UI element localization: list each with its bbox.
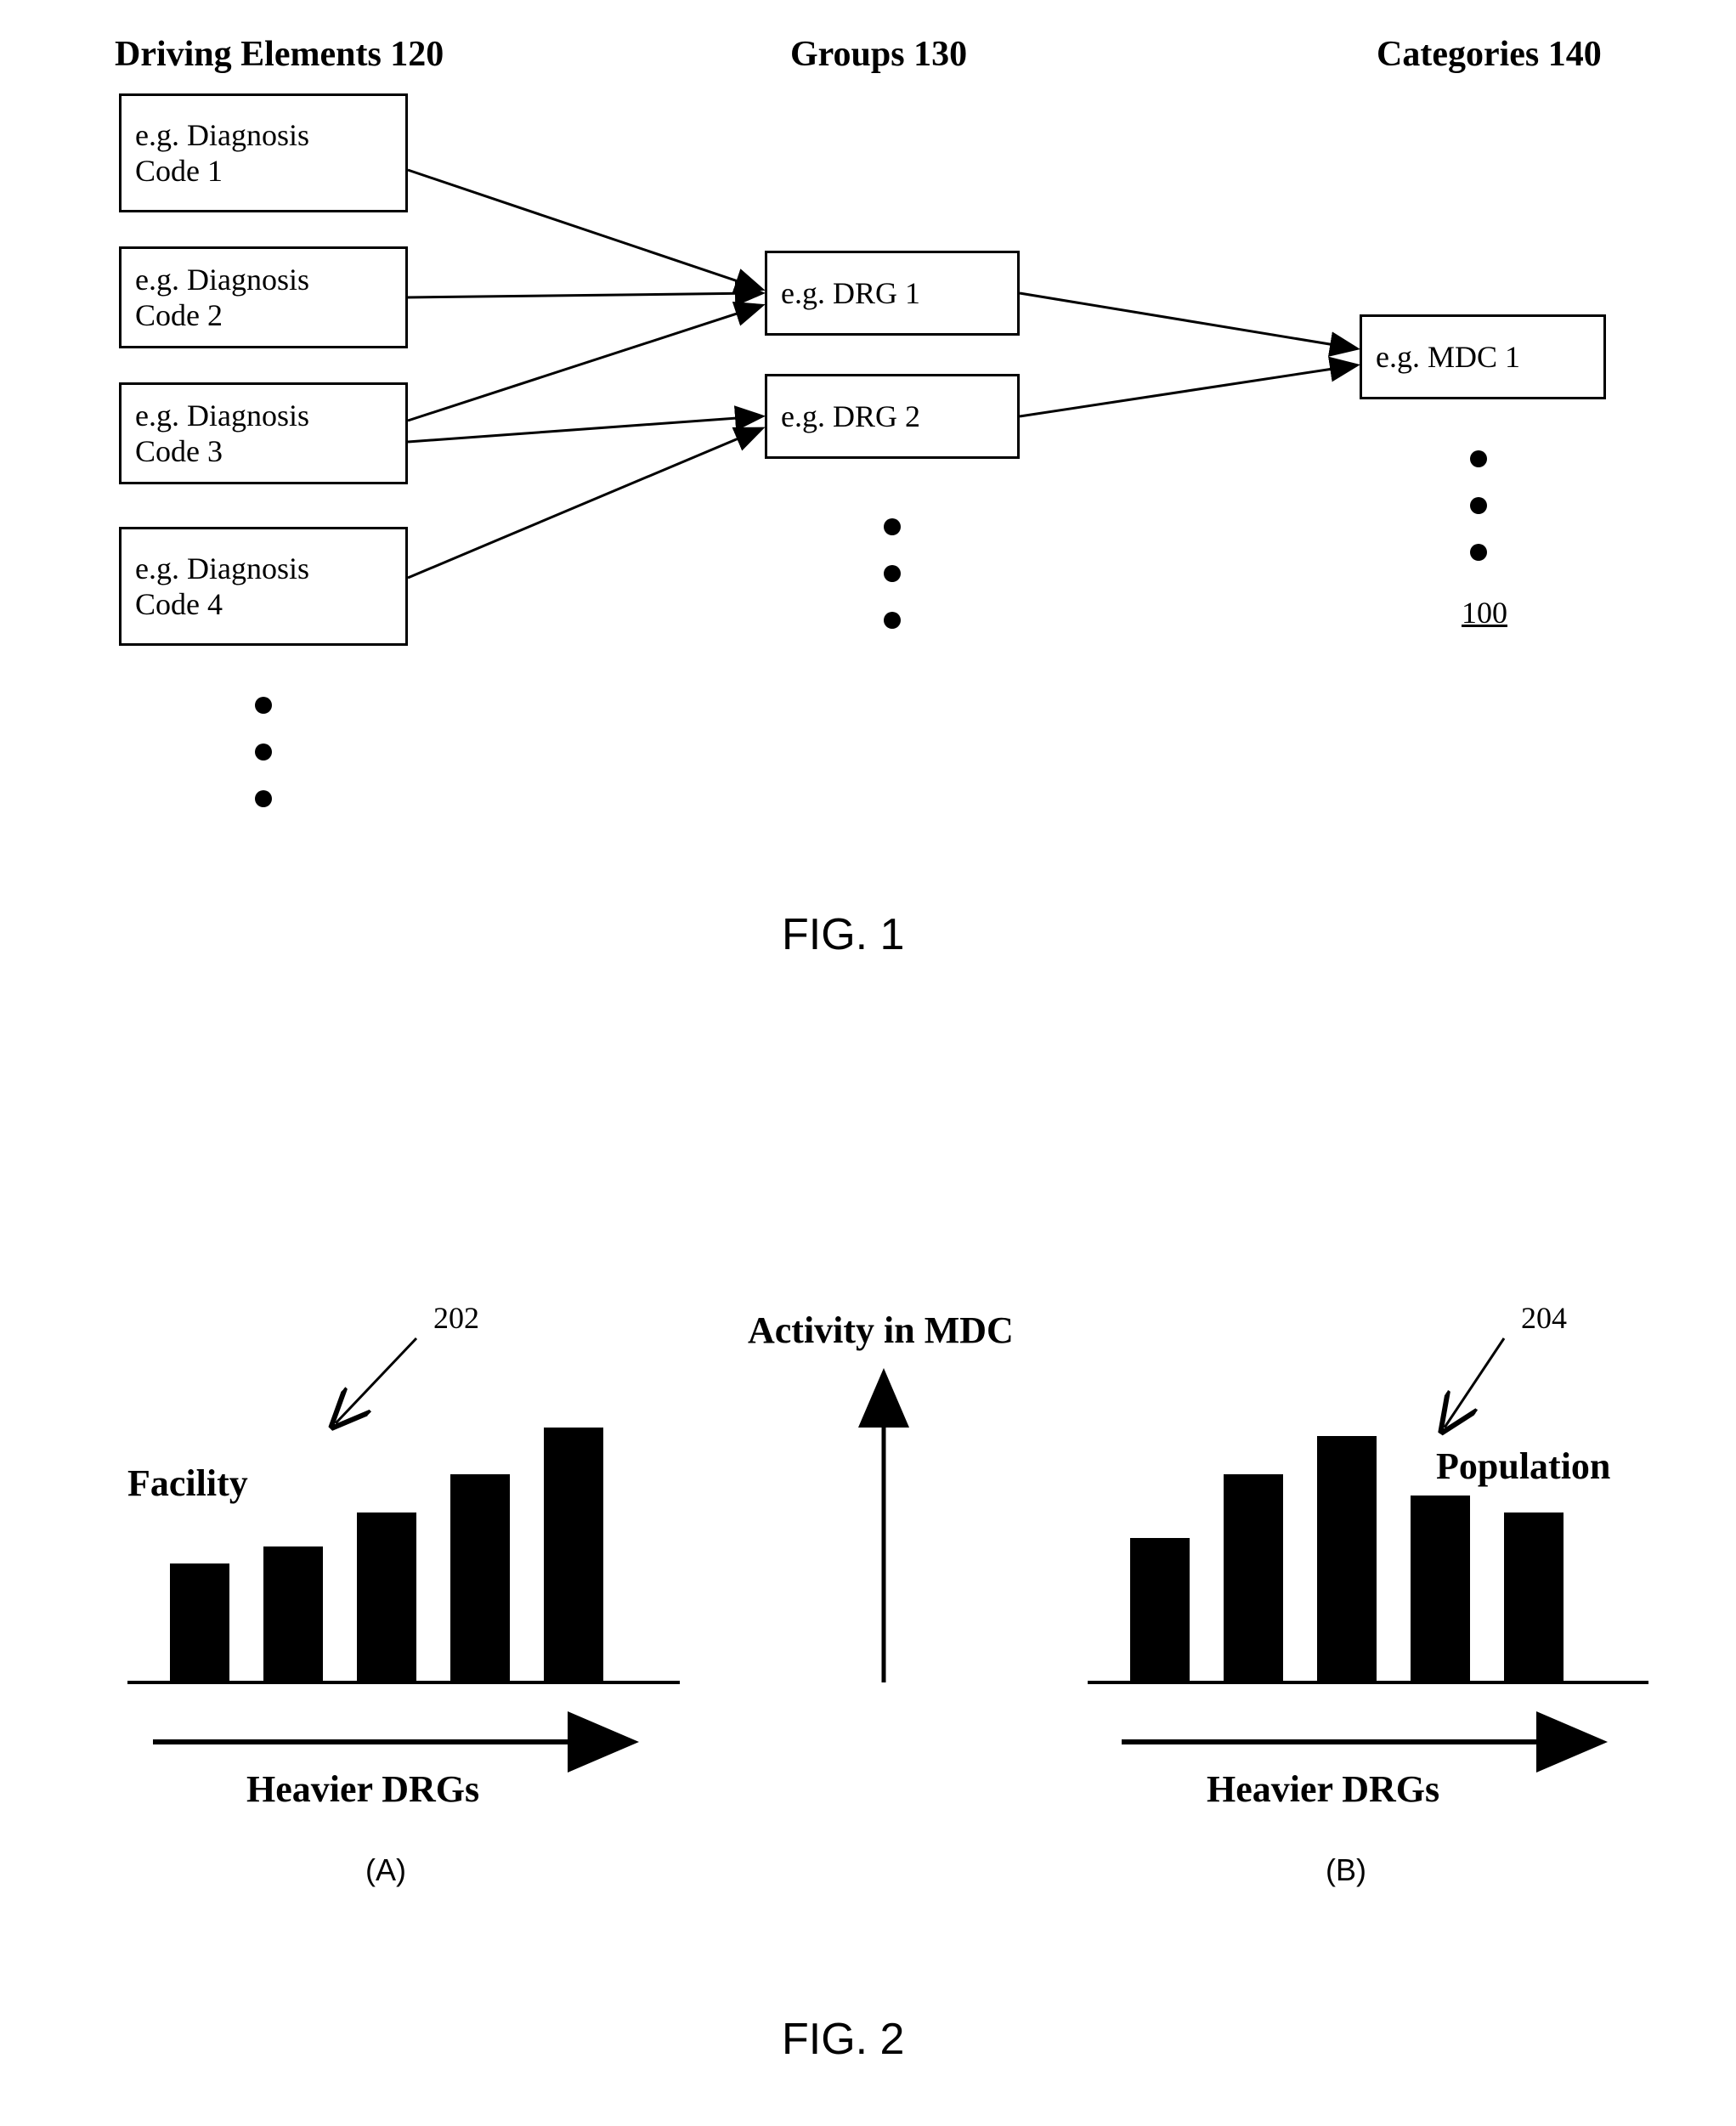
figure-page: Driving Elements 120 Groups 130 Categori… <box>0 0 1736 2126</box>
fig2-svg-layer <box>0 0 1736 2126</box>
chart-a <box>170 1428 603 1682</box>
chart-b <box>1130 1436 1564 1682</box>
